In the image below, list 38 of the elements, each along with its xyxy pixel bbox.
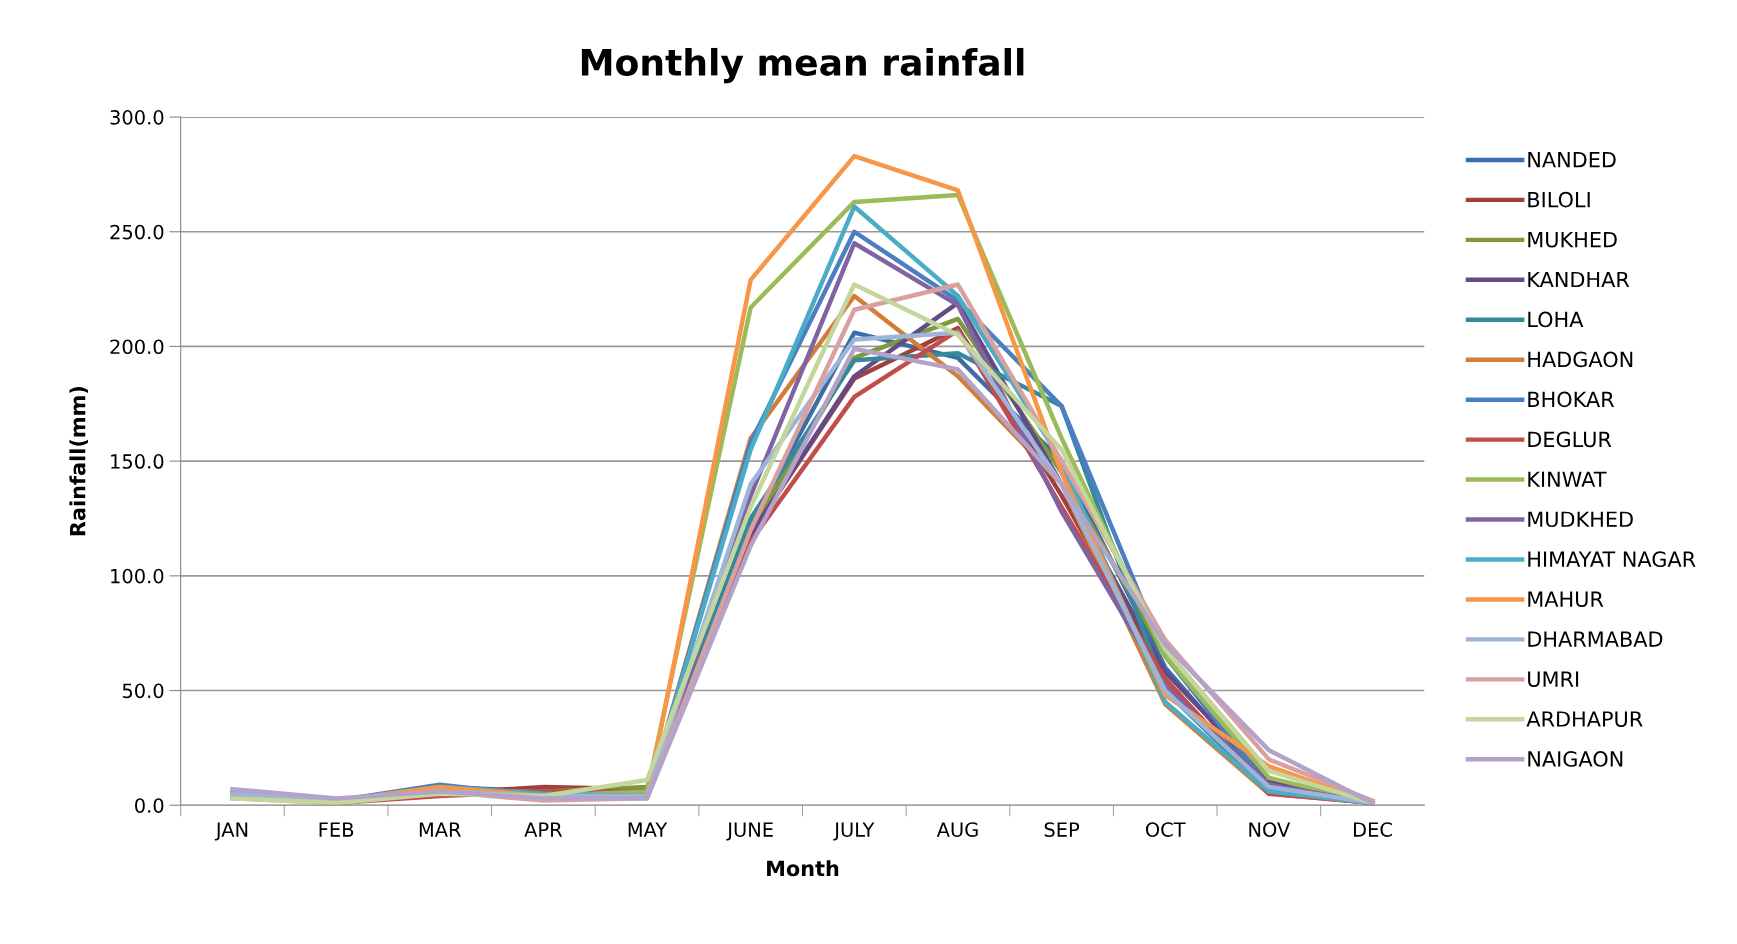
legend-label: MAHUR: [1528, 591, 1604, 608]
legend-label: KANDHAR: [1528, 271, 1630, 288]
legend-label: HIMAYAT NAGAR: [1528, 551, 1696, 568]
x-axis-title: Month: [767, 860, 839, 877]
legend-label: MUDKHED: [1528, 511, 1633, 528]
x-tick-label: MAR: [419, 822, 461, 837]
x-tick-label: OCT: [1145, 822, 1186, 837]
legend-label: LOHA: [1528, 311, 1584, 328]
legend-label: ARDHAPUR: [1526, 711, 1643, 727]
x-tick-label: MAY: [628, 822, 668, 837]
y-tick-label: 50.0: [122, 683, 164, 699]
legend-label: MUKHED: [1528, 231, 1617, 248]
legend-label: DEGLUR: [1528, 431, 1612, 448]
x-tick-label: SEP: [1044, 822, 1080, 837]
legend-label: DHARMABAD: [1528, 631, 1663, 647]
legend-label: KINWAT: [1528, 471, 1607, 487]
x-tick-label: FEB: [319, 822, 354, 837]
x-tick-label: JAN: [214, 822, 248, 841]
y-tick-label: 200.0: [110, 339, 164, 355]
y-tick-label: 100.0: [111, 568, 164, 584]
x-tick-label: JUNE: [726, 822, 773, 841]
legend-label: NAIGAON: [1528, 751, 1623, 767]
x-tick-label: APR: [524, 822, 563, 837]
legend-label: BHOKAR: [1528, 391, 1615, 408]
y-tick-label: 300.0: [110, 110, 164, 125]
legend-label: NANDED: [1528, 152, 1616, 168]
legend-label: BILOLI: [1528, 191, 1590, 208]
y-tick-label: 150.0: [111, 454, 164, 469]
x-tick-label: DEC: [1354, 822, 1392, 837]
x-tick-label: JULY: [833, 822, 875, 841]
y-tick-label: 0.0: [135, 798, 164, 813]
y-axis-title: Rainfall(mm): [69, 386, 88, 536]
x-tick-label: AUG: [936, 822, 978, 837]
legend-label: HADGAON: [1528, 351, 1633, 368]
legend-label: UMRI: [1528, 671, 1579, 687]
chart-title: Monthly mean rainfall: [581, 47, 1024, 84]
x-tick-label: NOV: [1249, 822, 1291, 837]
y-tick-label: 250.0: [110, 224, 164, 240]
